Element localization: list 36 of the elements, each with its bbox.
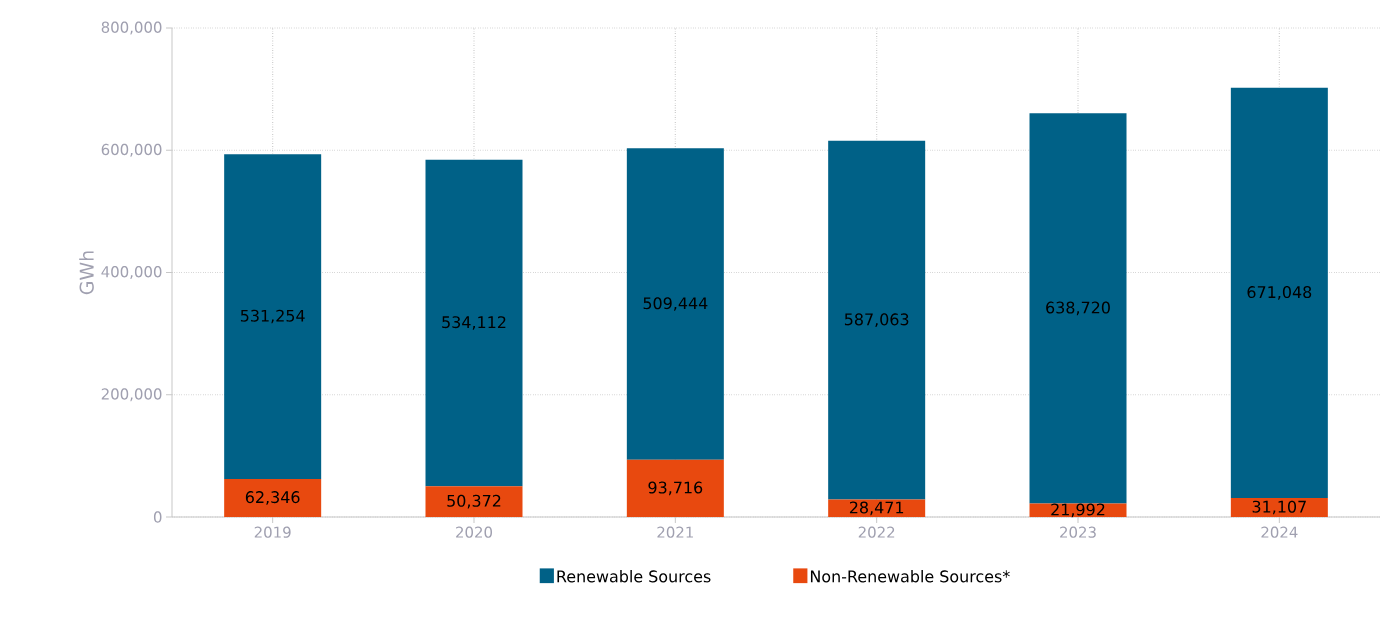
bar <box>1029 113 1127 504</box>
x-tick-label: 2020 <box>456 526 493 538</box>
data-label: 534,112 <box>442 316 506 330</box>
bar <box>224 154 322 479</box>
bar <box>425 159 523 487</box>
bar <box>626 459 724 517</box>
x-tick-label: 2021 <box>657 526 693 538</box>
data-label: 21,992 <box>1051 503 1105 518</box>
legend-label: Non-Renewable Sources* <box>810 570 1010 583</box>
data-label: 671,048 <box>1247 286 1312 300</box>
legend-label: Renewable Sources <box>557 570 711 583</box>
y-tick-label: 800,000 <box>101 21 162 35</box>
data-label: 587,063 <box>844 313 909 328</box>
y-tick-label: 400,000 <box>101 266 162 279</box>
bar <box>224 478 322 517</box>
x-tick-label: 2019 <box>254 526 291 538</box>
bar <box>1230 497 1328 517</box>
data-label: 31,107 <box>1252 500 1306 515</box>
data-label: 62,346 <box>245 491 300 505</box>
bar <box>425 486 523 517</box>
bar <box>828 140 926 500</box>
bar <box>626 148 724 460</box>
data-label: 50,372 <box>447 494 501 509</box>
x-tick-label: 2022 <box>858 526 895 538</box>
data-label: 28,471 <box>849 501 904 516</box>
bar <box>1230 87 1328 498</box>
y-tick-label: 200,000 <box>101 388 162 402</box>
y-tick-label: 0 <box>153 511 162 523</box>
data-label: 531,254 <box>240 309 305 324</box>
y-axis-title: GWh <box>79 251 94 295</box>
data-label: 93,716 <box>648 481 703 496</box>
data-label: 638,720 <box>1046 301 1110 316</box>
y-tick-label: 600,000 <box>101 143 162 157</box>
x-tick-label: 2023 <box>1060 526 1096 538</box>
x-tick-label: 2024 <box>1261 526 1298 538</box>
data-label: 509,444 <box>643 297 708 311</box>
